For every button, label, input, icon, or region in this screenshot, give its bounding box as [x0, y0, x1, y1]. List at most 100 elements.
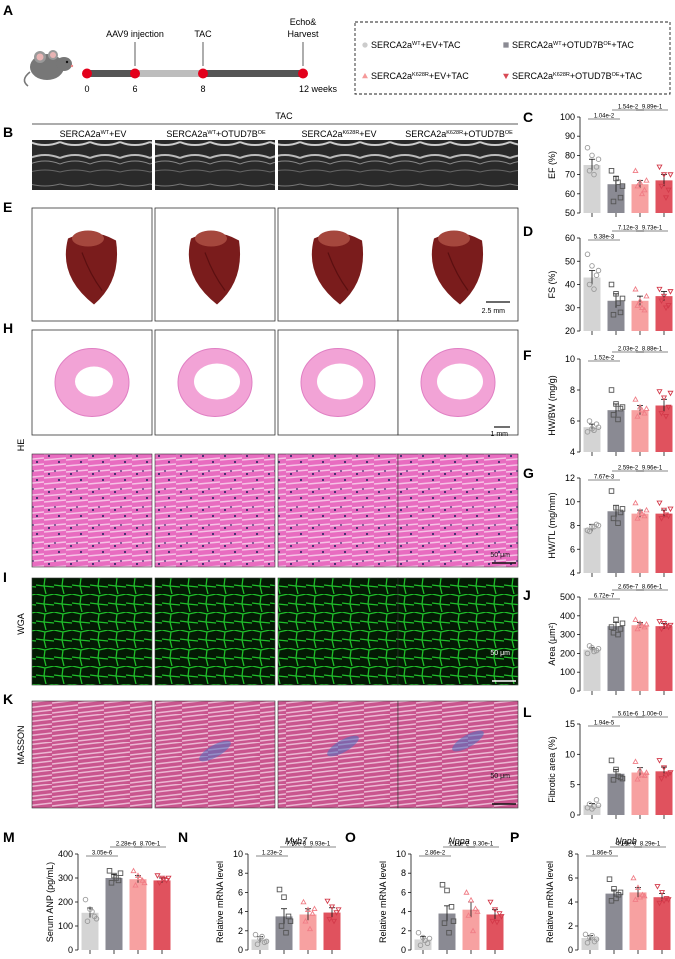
data-point [422, 937, 428, 944]
chart-title: Nppb [615, 836, 637, 846]
data-point [643, 769, 650, 775]
bar [105, 878, 123, 950]
y-axis-label: Relative mRNA level [545, 861, 555, 943]
p-value-label: 7.79e-3 [286, 842, 307, 848]
bar [653, 897, 671, 950]
legend-entry: SERCA2aK628R+EV+TAC [371, 71, 469, 81]
event-label: AAV9 injection [106, 29, 164, 39]
data-point [586, 528, 593, 535]
y-tick-label: 2 [238, 926, 243, 936]
data-point [632, 285, 639, 292]
he-image [154, 453, 276, 568]
data-point [417, 942, 424, 948]
data-point [591, 648, 597, 655]
y-axis-label: FS (%) [547, 270, 557, 298]
data-point [586, 281, 593, 288]
legend-symbol [362, 42, 368, 48]
text-part: SERCA2a [301, 129, 342, 139]
fibrosis-region [199, 740, 231, 762]
legend-entry: SERCA2aWT+EV+TAC [371, 40, 461, 50]
data-point [584, 940, 591, 946]
panel-letter-o: O [345, 829, 356, 845]
p-value-label: 1.11e-2 [449, 842, 470, 848]
data-point [667, 770, 674, 776]
heart-vessel [81, 252, 103, 291]
y-axis-label: Relative mRNA level [378, 861, 388, 943]
data-point [610, 311, 617, 318]
data-point [660, 507, 668, 514]
data-point [158, 875, 166, 882]
data-point [658, 626, 665, 633]
y-tick-label: 0 [568, 945, 573, 955]
tick-label: 6 [132, 84, 137, 94]
data-point [154, 873, 161, 879]
data-point [309, 910, 316, 916]
data-point [595, 522, 602, 529]
data-point [489, 918, 496, 925]
data-point [613, 291, 619, 297]
timeline-dot [82, 68, 92, 79]
p-value-label: 9.89e-1 [642, 105, 663, 111]
heart-tile [154, 207, 276, 322]
data-point [615, 416, 621, 423]
data-point [333, 910, 340, 916]
data-point [582, 931, 589, 938]
data-point [617, 194, 624, 201]
data-point [658, 298, 665, 305]
y-axis-label: HW/TL (mg/mm) [547, 492, 557, 558]
text-part: SERCA2a [512, 40, 553, 50]
data-point [634, 182, 641, 189]
y-tick-label: 0 [570, 810, 575, 820]
data-point [632, 396, 639, 402]
y-tick-label: 0 [570, 686, 575, 696]
y-tick-label: 8 [401, 868, 406, 878]
y-tick-label: 8 [238, 868, 243, 878]
data-point [287, 918, 294, 924]
p-value-label: 2.59e-2 [618, 466, 639, 472]
section-tile [154, 329, 276, 436]
panel-letter-i: I [3, 569, 7, 585]
data-point [634, 413, 641, 419]
data-point [636, 403, 644, 410]
bar [655, 771, 673, 815]
p-value-label: 8.29e-1 [640, 842, 661, 848]
text-part: +OTUD7B [216, 129, 258, 139]
section-tile [277, 329, 399, 436]
panel-letter-h: H [3, 320, 13, 336]
data-point [665, 897, 672, 903]
p-value-label: 9.30e-1 [473, 842, 494, 848]
he-image [397, 453, 519, 568]
data-point [660, 765, 668, 771]
data-point [662, 195, 670, 201]
data-point [593, 936, 600, 942]
echo-image [278, 140, 398, 190]
legend-symbol [503, 42, 509, 48]
data-point [259, 933, 265, 940]
column-headers: SERCA2aWT+EV SERCA2aWT+OTUD7BOE SERCA2aK62… [60, 129, 514, 139]
y-tick-label: 60 [565, 189, 575, 199]
data-point [278, 923, 285, 929]
y-tick-label: 100 [58, 921, 73, 931]
text-part: OE [258, 130, 266, 136]
data-point [641, 186, 648, 193]
data-point [634, 302, 641, 308]
he-image [31, 453, 153, 568]
y-tick-label: 40 [565, 280, 575, 290]
chart-c: C EF (%) 50 60 70 80 90 100 1.04e-21.54e-2 9.89e-… [523, 105, 674, 218]
panel-letter-m: M [3, 829, 15, 845]
y-tick-label: 12 [565, 473, 575, 483]
p-value-label: 8.70e-1 [140, 842, 161, 848]
p-value-label: 1.00e-0 [642, 712, 663, 718]
y-axis-label: Area (μm²) [547, 622, 557, 665]
data-point [636, 179, 644, 185]
data-point [656, 286, 663, 293]
p-value-label: 2.28e-6 [116, 842, 137, 848]
wga-image [154, 577, 276, 686]
legend-entry: SERCA2aK628R+OTUD7BOE+TAC [512, 71, 643, 81]
y-tick-label: 100 [560, 112, 575, 122]
text-part: +OTUD7B [570, 71, 612, 81]
bar [655, 626, 673, 691]
data-point [630, 874, 637, 881]
data-point [658, 516, 665, 522]
bar [631, 625, 649, 691]
